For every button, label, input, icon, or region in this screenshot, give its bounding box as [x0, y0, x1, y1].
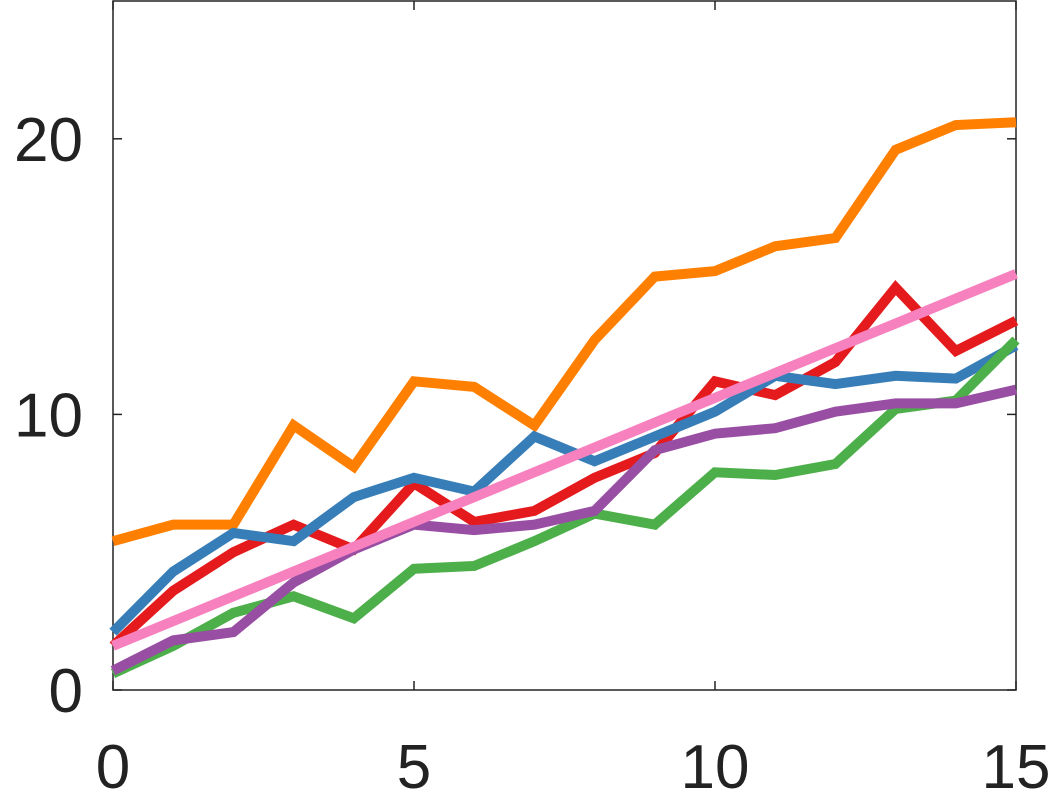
- y-tick-label: 20: [14, 106, 83, 175]
- x-tick-label: 15: [982, 733, 1051, 793]
- y-tick-label: 10: [14, 381, 83, 450]
- series-line: [110, 384, 1018, 676]
- series-line: [111, 269, 1018, 651]
- y-tick-label: 0: [49, 657, 83, 726]
- x-tick-label: 5: [397, 733, 431, 793]
- x-tick-label: 0: [96, 733, 130, 793]
- series-line: [111, 117, 1017, 546]
- series-line: [109, 341, 1019, 636]
- x-tick-label: 10: [681, 733, 750, 793]
